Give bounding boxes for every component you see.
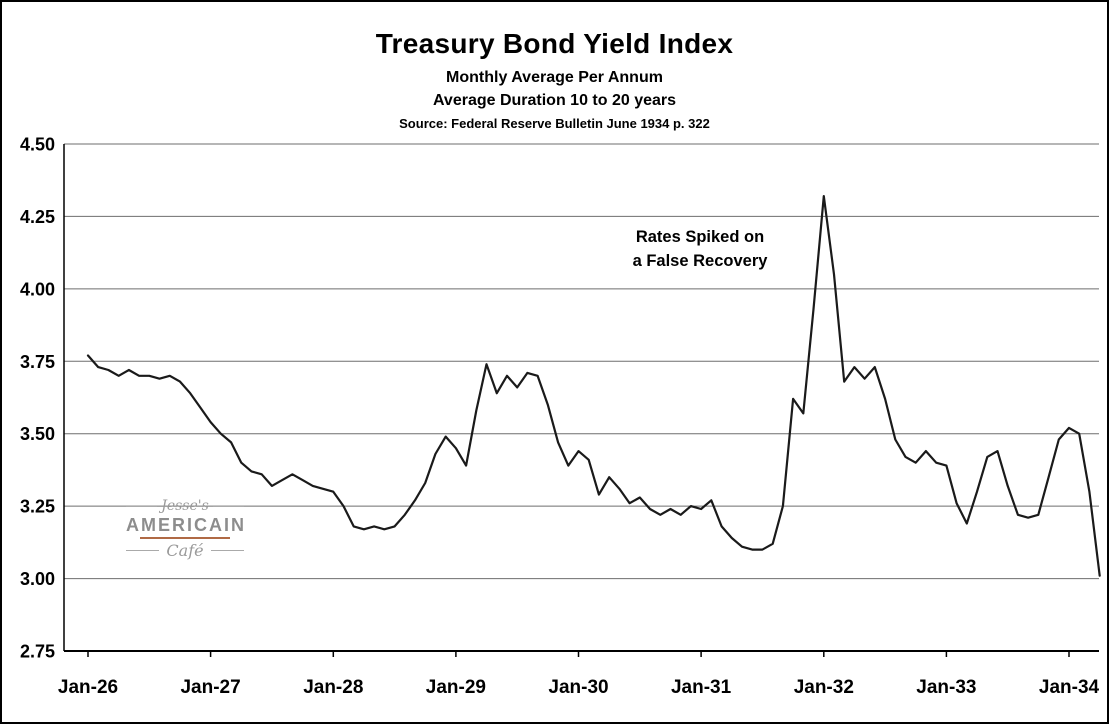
decorative-line bbox=[210, 550, 245, 551]
yield-line bbox=[86, 195, 1101, 577]
x-tick-label: Jan-26 bbox=[58, 677, 118, 698]
x-tick-label: Jan-32 bbox=[794, 677, 854, 698]
annotation-line-1: Rates Spiked on bbox=[635, 228, 765, 246]
annotation-line-2: a False Recovery bbox=[632, 251, 768, 270]
y-tick-label: 3.50 bbox=[20, 424, 55, 444]
decorative-line bbox=[212, 505, 244, 507]
y-tick-label: 4.50 bbox=[20, 135, 55, 155]
x-tick-label: Jan-33 bbox=[916, 677, 976, 698]
y-tick-label: 4.00 bbox=[20, 279, 55, 299]
watermark-jesses-cafe-americain-logo: Jesse's AMERICAIN Café bbox=[126, 498, 246, 560]
x-tick-label: Jan-28 bbox=[303, 677, 363, 698]
watermark-americain-text: AMERICAIN bbox=[126, 515, 246, 535]
x-tick-label: Jan-31 bbox=[671, 677, 732, 698]
y-tick-label: 3.25 bbox=[20, 497, 55, 517]
decorative-line bbox=[126, 550, 160, 551]
chart-subtitle-2: Average Duration 10 to 20 years bbox=[432, 92, 677, 109]
x-tick-label: Jan-34 bbox=[1039, 677, 1100, 698]
chart-title: Treasury Bond Yield Index bbox=[375, 28, 734, 59]
watermark-top-row: Jesse's bbox=[126, 498, 244, 514]
y-tick-label: 2.75 bbox=[20, 642, 55, 662]
y-tick-label: 4.25 bbox=[20, 207, 55, 227]
watermark-bottom-row: Café bbox=[126, 541, 245, 560]
y-tick-label: 3.75 bbox=[20, 352, 55, 372]
x-tick-label: Jan-27 bbox=[180, 677, 240, 698]
annotation-rates-spiked: Rates Spiked on a False Recovery bbox=[585, 226, 815, 274]
decorative-line bbox=[126, 505, 158, 507]
decorative-rule bbox=[140, 537, 230, 539]
y-tick-label: 3.00 bbox=[20, 569, 55, 589]
chart-subtitle-1: Monthly Average Per Annum bbox=[446, 69, 663, 86]
watermark-cafe-text: Café bbox=[166, 541, 204, 560]
watermark-jesses-text: Jesse's bbox=[161, 498, 209, 514]
chart-source: Source: Federal Reserve Bulletin June 19… bbox=[399, 116, 710, 131]
x-tick-label: Jan-29 bbox=[426, 677, 486, 698]
x-tick-label: Jan-30 bbox=[548, 677, 608, 698]
